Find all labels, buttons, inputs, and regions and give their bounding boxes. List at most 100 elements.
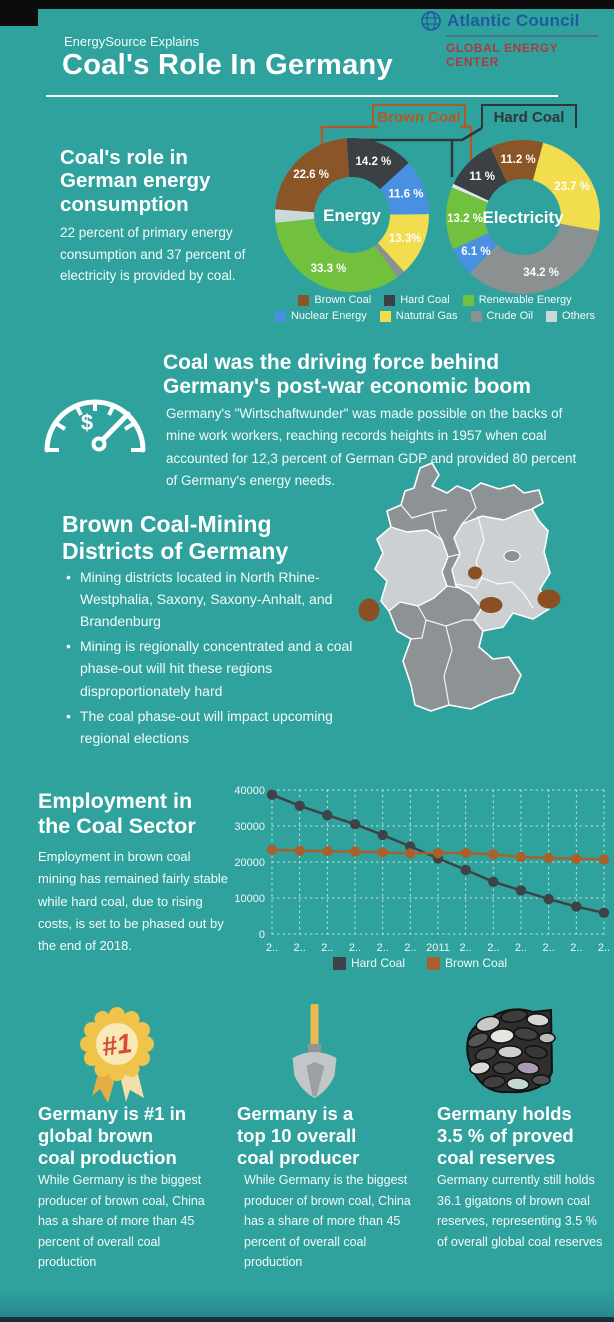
donut-slice-label: 14.2 % [355, 156, 391, 168]
data-point [432, 847, 444, 859]
lusatia-mining-marker [537, 589, 561, 609]
energy-electricity-donut-charts: 14.2 % 11.6 % 13.3% 33.3 % 22.6 % Energy 11.2 … [274, 138, 600, 295]
donut-slice [451, 183, 489, 203]
donut-slice [380, 162, 429, 215]
legend-item: Renewable Energy [462, 294, 572, 306]
data-point [405, 848, 416, 859]
data-point [571, 853, 582, 864]
data-point [377, 847, 388, 858]
rhineland-mining-marker [358, 598, 380, 622]
boom-heading: Coal was the driving force behind German… [163, 351, 531, 399]
x-tick-label: 2.. [598, 942, 610, 954]
globe-icon [421, 11, 441, 31]
donut-slice [274, 209, 315, 223]
x-tick-label: 2.. [377, 942, 389, 954]
consumption-heading: Coal's role in German energy consumption [60, 146, 211, 216]
line-chart-legend: Hard Coal Brown Coal [226, 956, 614, 970]
footer-band [0, 1290, 614, 1322]
data-point [598, 854, 610, 865]
number-one-badge: #1 [100, 1028, 134, 1062]
x-tick-label: 2.. [294, 942, 306, 954]
header-divider [46, 95, 558, 97]
donut-slice-label: 13.2 % [447, 213, 483, 225]
column3-body: Germany currently still holds 36.1 gigat… [437, 1173, 603, 1249]
x-tick-label: 2.. [543, 942, 555, 954]
bottom-edge-line [0, 1317, 614, 1322]
brown-coal-bracket-label: Brown Coal [377, 108, 461, 126]
data-point [488, 849, 499, 860]
districts-heading: Brown Coal-Mining Districts of Germany [62, 511, 289, 564]
kicker: EnergySource Explains [64, 34, 200, 49]
hard-coal-bracket-label: Hard Coal [493, 108, 565, 126]
donut-slice [470, 223, 599, 295]
districts-bullets: Mining districts located in North Rhine-… [66, 566, 358, 752]
donut-slice [445, 187, 489, 250]
donut-slice [346, 138, 409, 190]
legend-swatch [546, 310, 558, 322]
x-tick-label: 2011 [426, 942, 450, 954]
data-point [460, 864, 471, 876]
shovel-icon [292, 1004, 337, 1098]
employment-line-chart: 0 10000 20000 30000 40000 2.. 2.. 2.. 2.. 2.. 2.. 2… [234, 785, 610, 954]
x-tick-label: 2.. [349, 942, 361, 954]
data-point [266, 844, 278, 855]
legend-swatch [470, 310, 482, 322]
column2-body: While Germany is the biggest producer of… [244, 1173, 411, 1269]
data-point [515, 885, 527, 896]
consumption-body: 22 percent of primary energy consumption… [60, 225, 246, 284]
x-tick-label: 2.. [404, 942, 416, 954]
legend-swatch [298, 294, 310, 306]
donut-slice [490, 140, 544, 183]
y-tick-label: 10000 [234, 893, 265, 905]
legend-item: Brown Coal [427, 956, 507, 970]
x-tick-label: 2.. [487, 942, 499, 954]
donut-slice-label: 13.3% [389, 233, 422, 245]
donut-slice [275, 138, 350, 213]
x-tick-label: 2.. [515, 942, 527, 954]
donut-center-label: Energy [323, 206, 381, 225]
data-point [571, 901, 582, 912]
donut-slice-label: 23.7 % [554, 181, 590, 193]
top-bar [0, 0, 614, 9]
bullet-item: Mining is regionally concentrated and a … [66, 635, 358, 701]
data-point [515, 851, 527, 863]
states-east-germany [451, 508, 551, 632]
x-tick-label: 2.. [321, 942, 333, 954]
donut-slice-label: 22.6 % [293, 169, 329, 181]
legend-item: Hard Coal [332, 956, 405, 970]
y-tick-label: 40000 [234, 785, 265, 797]
legend-item: Natutral Gas [379, 310, 458, 322]
coal-pile-icon [466, 1008, 556, 1094]
legend-item: Others [546, 310, 595, 322]
legend-swatch [379, 310, 391, 322]
column1-body: While Germany is the biggest producer of… [38, 1173, 205, 1269]
legend-swatch [274, 310, 286, 322]
data-point [543, 852, 554, 864]
column1-heading: Germany is #1 in global brown coal produ… [38, 1103, 187, 1168]
mining-district-markers [358, 566, 561, 622]
donut-legend: Brown Coal Hard Coal Renewable Energy Nu… [268, 294, 602, 322]
data-point [349, 819, 361, 830]
donut-slice-label: 11.6 % [388, 189, 423, 201]
donut-slice [533, 142, 600, 231]
data-point [377, 829, 388, 841]
logo-subtitle: GLOBAL ENERGY CENTER [446, 41, 559, 69]
atlantic-council-logo: Atlantic Council GLOBAL ENERGY CENTER [420, 10, 598, 69]
legend-swatch [384, 294, 396, 306]
y-tick-label: 20000 [234, 857, 265, 869]
legend-swatch [427, 956, 440, 970]
data-point [598, 907, 610, 918]
x-tick-label: 2.. [570, 942, 582, 954]
donut-center-label: Electricity [482, 208, 564, 227]
page-title: Coal's Role In Germany [62, 49, 393, 81]
donut-slice [374, 243, 405, 277]
bullet-item: The coal phase-out will impact upcoming … [66, 705, 358, 749]
logo-name: Atlantic Council [447, 11, 580, 30]
donut-slice-label: 33.3 % [311, 263, 347, 275]
bullet-item: Mining districts located in North Rhine-… [66, 566, 358, 632]
boom-body: Germany's "Wirtschaftwunder" was made po… [166, 406, 577, 488]
donut-slice-label: 11 % [469, 171, 495, 183]
data-point [322, 810, 333, 821]
data-point [294, 845, 305, 856]
